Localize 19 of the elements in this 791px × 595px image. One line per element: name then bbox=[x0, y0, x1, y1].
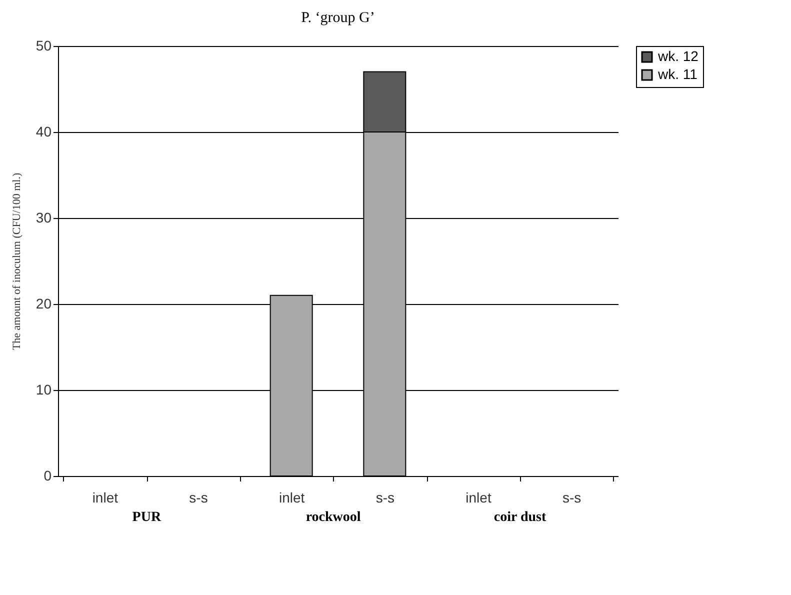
x-tick-label: s-s bbox=[376, 490, 395, 506]
x-tick-label: s-s bbox=[562, 490, 582, 506]
legend-label: wk. 12 bbox=[657, 48, 699, 64]
y-tick-label: 0 bbox=[44, 468, 52, 484]
text: PUR bbox=[132, 510, 162, 525]
y-axis-title: The amount of inoculum (CFU/100 ml.) bbox=[10, 172, 23, 350]
text: coir dust bbox=[494, 510, 546, 525]
y-tick-label: 10 bbox=[36, 382, 52, 398]
x-tick-label: inlet bbox=[92, 490, 118, 506]
y-tick-label: 30 bbox=[36, 210, 52, 226]
text: rockwool bbox=[306, 510, 361, 525]
y-tick-label: 50 bbox=[36, 38, 52, 54]
x-tick-label: inlet bbox=[466, 490, 492, 506]
x-tick-label: s-s bbox=[189, 490, 208, 506]
x-tick-label: inlet bbox=[278, 490, 305, 506]
legend-label: wk. 11 bbox=[657, 66, 698, 82]
chart-title: P. ‘group G’ bbox=[301, 10, 375, 26]
y-tick-label: 40 bbox=[36, 124, 52, 140]
y-tick-label: 20 bbox=[36, 296, 52, 312]
